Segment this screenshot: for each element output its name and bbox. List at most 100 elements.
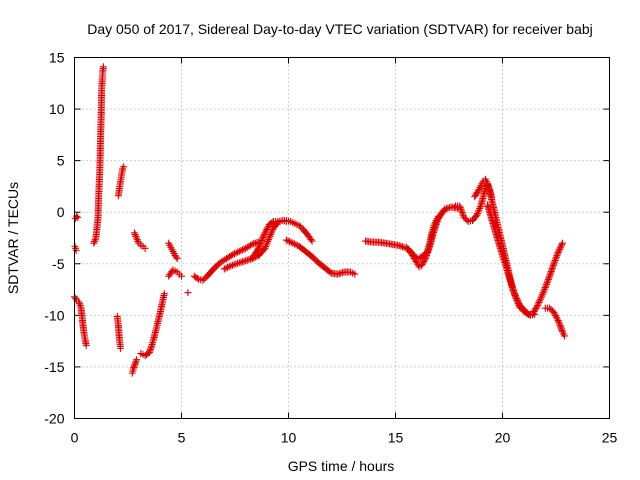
- data-point: [220, 265, 228, 273]
- data-point: [234, 259, 242, 267]
- data-point: [178, 272, 185, 280]
- data-point: [459, 210, 467, 218]
- data-point: [556, 320, 564, 328]
- data-point: [554, 248, 562, 256]
- data-point: [263, 239, 271, 247]
- data-point: [173, 255, 181, 263]
- data-point: [513, 295, 521, 303]
- data-point: [474, 210, 482, 218]
- data-point: [541, 285, 549, 293]
- data-point: [552, 255, 560, 263]
- data-point: [225, 263, 233, 271]
- data-point: [160, 290, 168, 298]
- series-arc5: [113, 312, 125, 352]
- data-point: [268, 219, 276, 227]
- data-point: [267, 231, 275, 239]
- data-point: [541, 284, 549, 292]
- data-point: [230, 261, 238, 269]
- data-point: [538, 290, 546, 298]
- data-point: [75, 298, 83, 306]
- data-point: [474, 187, 482, 195]
- data-point: [456, 204, 464, 212]
- series-arc16: [282, 236, 359, 278]
- data-point: [456, 202, 464, 210]
- data-point: [326, 268, 334, 276]
- data-point: [476, 204, 484, 212]
- data-point: [534, 300, 542, 308]
- data-point: [227, 262, 235, 270]
- x-tick-label: 15: [388, 430, 404, 446]
- x-tick-label: 10: [281, 430, 297, 446]
- y-tick-label: -15: [44, 359, 64, 375]
- y-axis-label: SDTVAR / TECUs: [5, 182, 21, 294]
- data-point: [132, 232, 140, 240]
- data-point: [511, 290, 519, 298]
- y-tick-label: 15: [49, 50, 65, 66]
- y-tick-label: 10: [49, 101, 65, 117]
- data-point: [561, 332, 569, 340]
- data-point: [545, 274, 553, 282]
- y-tick-labels: -20 -15 -10 -5 0 5 10 15: [44, 50, 64, 427]
- data-point: [539, 289, 547, 297]
- data-point: [532, 305, 540, 313]
- data-point: [282, 217, 290, 225]
- data-point: [264, 237, 272, 245]
- series-arc19: [417, 203, 462, 270]
- series-arc10: [165, 239, 181, 263]
- data-point: [131, 231, 139, 239]
- series-arc13: [190, 238, 263, 284]
- data-point: [457, 205, 465, 213]
- data-point: [543, 280, 551, 288]
- series-arc22: [484, 201, 539, 319]
- data-point: [74, 213, 82, 221]
- data-point: [540, 287, 548, 295]
- data-point: [537, 294, 545, 302]
- data-point: [265, 236, 273, 244]
- data-point: [472, 191, 480, 199]
- data-point: [130, 229, 138, 237]
- data-point: [543, 279, 551, 287]
- data-point: [551, 257, 559, 265]
- data-point: [238, 246, 246, 254]
- data-point: [458, 207, 466, 215]
- data-point: [260, 232, 268, 240]
- data-point: [255, 244, 263, 252]
- data-point: [536, 297, 544, 305]
- data-point: [551, 310, 559, 318]
- data-point: [90, 239, 98, 247]
- data-point: [262, 227, 270, 235]
- data-point: [184, 289, 192, 297]
- data-point: [458, 209, 466, 217]
- data-point: [351, 270, 359, 278]
- data-point: [257, 238, 265, 246]
- data-point: [514, 298, 522, 306]
- series-arc4: [90, 63, 107, 247]
- data-point: [557, 242, 565, 250]
- data-point: [72, 246, 80, 254]
- series-arc9: [137, 290, 168, 360]
- data-point: [553, 315, 561, 323]
- x-tick-label: 20: [495, 430, 511, 446]
- data-point: [247, 241, 255, 249]
- data-point: [133, 356, 141, 364]
- data-point: [282, 236, 290, 244]
- data-point: [553, 252, 561, 260]
- series-arc8: [130, 229, 149, 252]
- data-point: [75, 300, 83, 308]
- data-point: [258, 237, 266, 245]
- data-point: [533, 302, 541, 310]
- data-point: [472, 213, 480, 221]
- data-point: [262, 243, 270, 251]
- data-point: [420, 258, 428, 266]
- data-point: [255, 243, 263, 251]
- series-arc7: [128, 356, 141, 377]
- data-point: [230, 250, 238, 258]
- data-point: [550, 260, 558, 268]
- data-point: [232, 260, 240, 268]
- data-point: [538, 292, 546, 300]
- data-point: [542, 282, 550, 290]
- data-point: [544, 275, 552, 283]
- data-point: [474, 208, 482, 216]
- data-point: [284, 237, 292, 245]
